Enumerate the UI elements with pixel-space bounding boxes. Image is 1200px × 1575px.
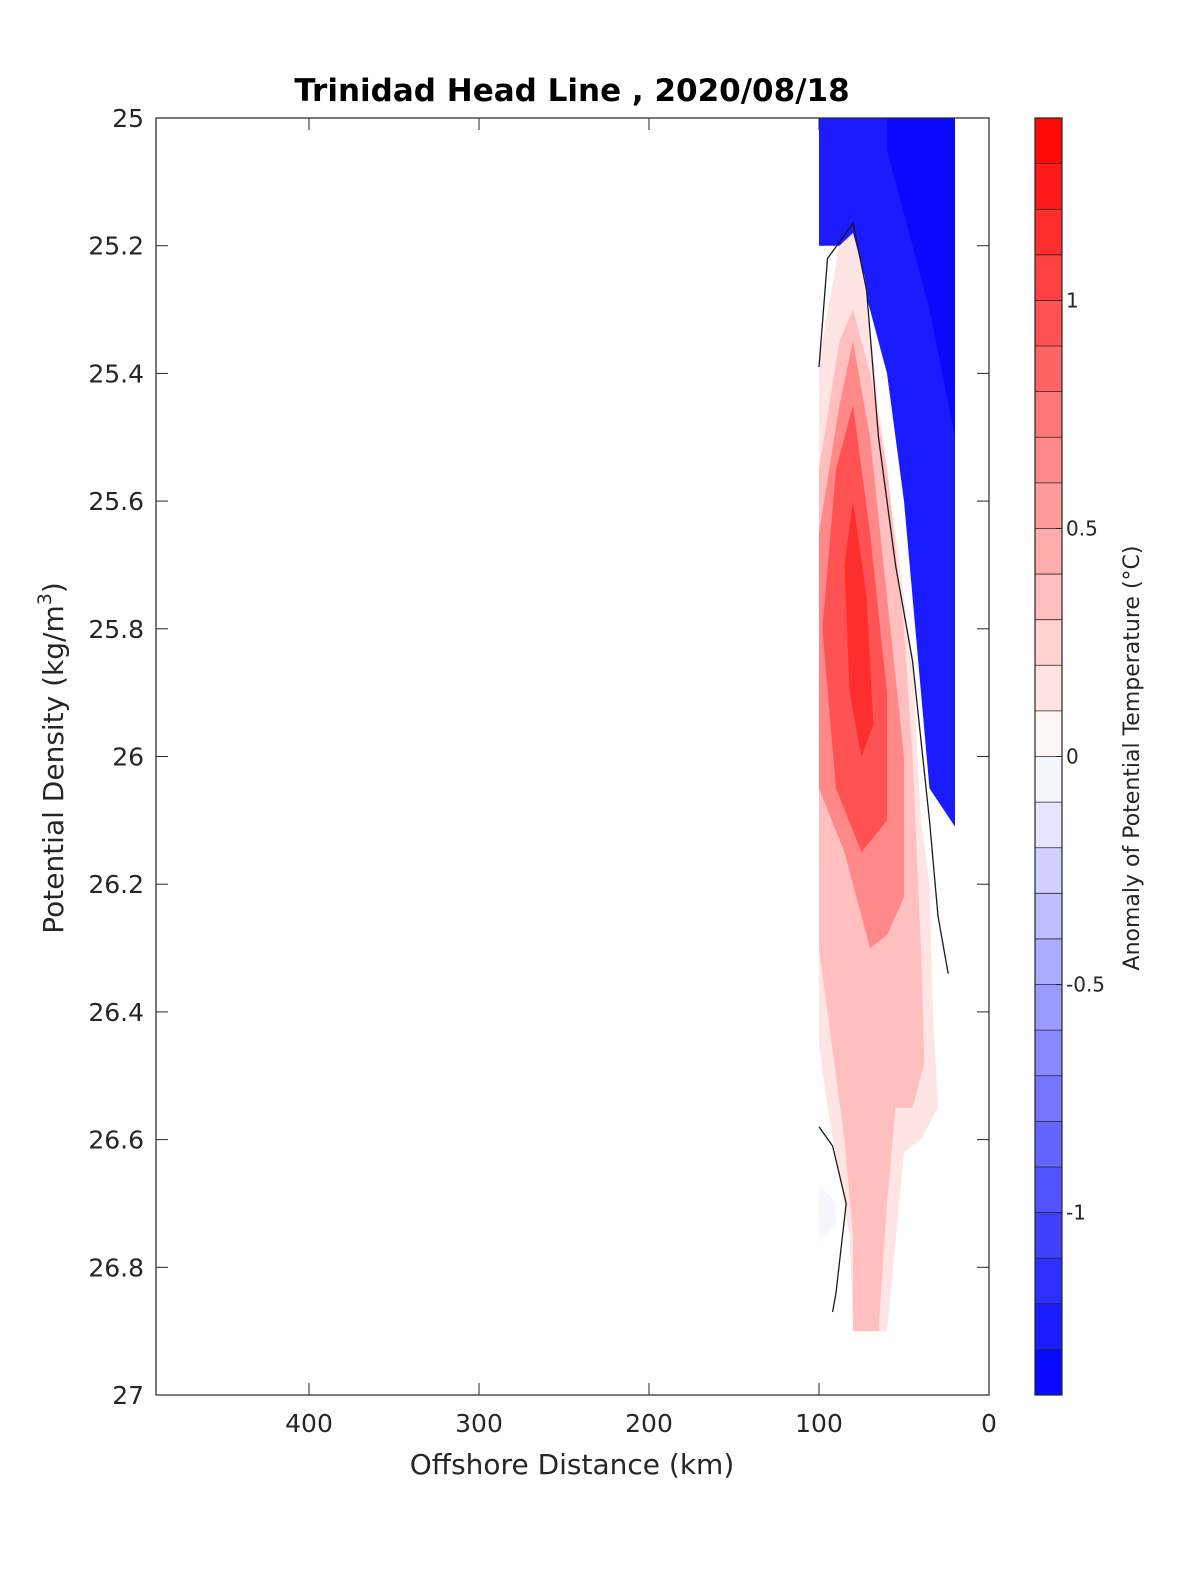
y-tick-label: 26.6 <box>88 1126 144 1155</box>
zero-contour-line-1 <box>818 1126 847 1313</box>
colorbar-level-18 <box>1035 938 1062 986</box>
y-axis: 25 25.2 25.4 25.6 25.8 26 26.2 26.4 26.6 26.8 27 <box>88 104 989 1410</box>
colorbar-level-15 <box>1035 802 1062 849</box>
chart-title: Trinidad Head Line , 2020/08/18 <box>294 73 849 109</box>
colorbar-tick-label: -0.5 <box>1066 973 1105 997</box>
x-tick-label: 200 <box>625 1409 673 1438</box>
colorbar-level-17 <box>1035 893 1062 940</box>
colorbar-level-11 <box>1035 619 1062 666</box>
zero-contours <box>818 221 949 1313</box>
colorbar-level-26 <box>1035 1303 1062 1350</box>
colorbar-level-13 <box>1035 710 1062 757</box>
y-axis-label-superscript: 3 <box>34 593 56 605</box>
anomaly-region-1 <box>887 118 955 438</box>
y-tick-label: 25.6 <box>88 487 144 516</box>
colorbar-level-5 <box>1035 346 1062 393</box>
colorbar-level-0 <box>1035 118 1062 165</box>
anomaly-region-2 <box>819 1184 836 1242</box>
x-tick-label: 400 <box>285 1409 333 1438</box>
colorbar-level-8 <box>1035 482 1062 529</box>
colorbar-level-1 <box>1035 163 1062 210</box>
colorbar-tick-label: -1 <box>1066 1201 1086 1225</box>
y-tick-label: 26.2 <box>88 870 144 899</box>
y-tick-label: 26.8 <box>88 1253 144 1282</box>
x-axis: 400 300 200 100 0 <box>285 118 997 1438</box>
y-tick-label: 26 <box>112 743 144 772</box>
colorbar-level-27 <box>1035 1349 1062 1396</box>
colorbar-level-10 <box>1035 574 1062 621</box>
colorbar-level-4 <box>1035 300 1062 347</box>
x-axis-label: Offshore Distance (km) <box>410 1448 735 1481</box>
colorbar-level-2 <box>1035 209 1062 256</box>
colorbar-level-12 <box>1035 665 1062 712</box>
y-tick-label: 25.2 <box>88 232 144 261</box>
y-tick-label: 27 <box>112 1381 144 1410</box>
colorbar-label: Anomaly of Potential Temperature (°C) <box>1120 546 1145 971</box>
anomaly-region-0 <box>819 118 955 827</box>
colorbar-level-19 <box>1035 984 1062 1031</box>
colorbar-level-3 <box>1035 254 1062 301</box>
colorbar-level-16 <box>1035 847 1062 894</box>
colorbar-level-21 <box>1035 1075 1062 1122</box>
anomaly-region-7 <box>844 501 874 757</box>
colorbar-tick-label: 0.5 <box>1066 516 1098 540</box>
y-axis-label: Potential Density (kg/m3) <box>34 582 70 934</box>
colorbar <box>1035 118 1062 1396</box>
y-tick-label: 26.4 <box>88 998 144 1027</box>
colorbar-level-7 <box>1035 437 1062 484</box>
anomaly-field <box>819 118 955 1332</box>
colorbar-tick-label: 0 <box>1066 745 1079 769</box>
colorbar-level-23 <box>1035 1166 1062 1214</box>
y-tick-label: 25.4 <box>88 359 144 388</box>
colorbar-level-20 <box>1035 1030 1062 1077</box>
colorbar-level-22 <box>1035 1121 1062 1168</box>
colorbar-level-14 <box>1035 756 1062 803</box>
y-tick-label: 25 <box>112 104 144 133</box>
colorbar-level-25 <box>1035 1258 1062 1305</box>
x-tick-label: 100 <box>795 1409 843 1438</box>
x-tick-label: 0 <box>981 1409 997 1438</box>
y-tick-label: 25.8 <box>88 615 144 644</box>
colorbar-level-6 <box>1035 391 1062 438</box>
colorbar-level-9 <box>1035 528 1062 575</box>
x-tick-label: 300 <box>455 1409 503 1438</box>
colorbar-tick-label: 1 <box>1066 288 1079 312</box>
colorbar-level-24 <box>1035 1212 1062 1259</box>
colorbar-ticks: 1 0.5 0 -0.5 -1 <box>1056 288 1105 1225</box>
zero-contour-line-0 <box>818 221 949 974</box>
